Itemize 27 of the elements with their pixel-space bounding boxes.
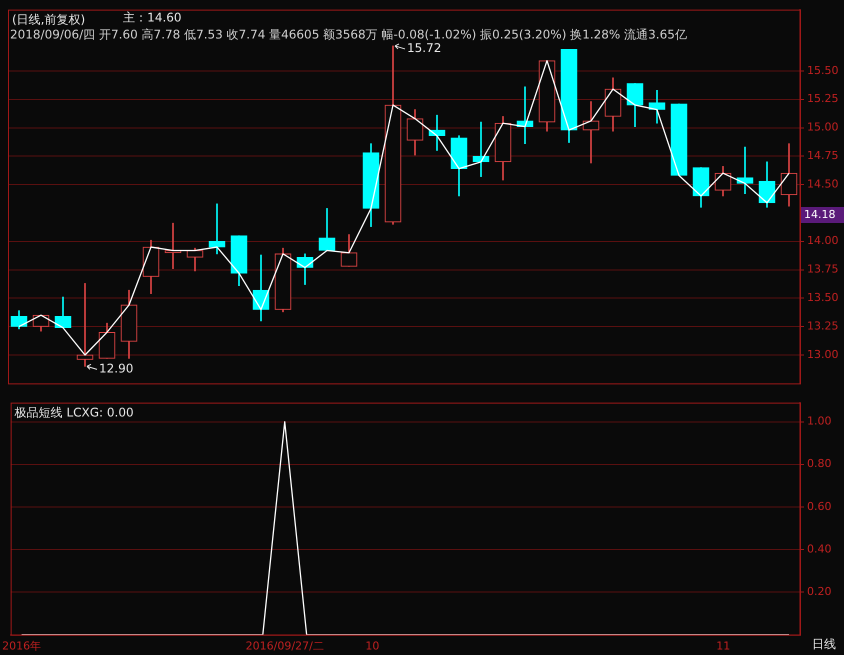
y-tick-label: 0.60 [807, 500, 832, 513]
annotation: 2018/09/06/四 开7.60 高7.78 低7.53 收7.74 量46605 额3568万 幅-0.08(-1.02%) 振0.25(3.20%) 换1.28% 流通3.65亿 [10, 28, 687, 42]
y-tick-label: 15.00 [807, 120, 838, 134]
y-tick-label: 14.75 [807, 149, 838, 162]
annotation: 主：14.60 [123, 10, 182, 25]
y-tick-label: 1.00 [807, 414, 832, 428]
chart-title: 极品短线 LCXG: 0.00 [14, 406, 134, 420]
y-tick-label: 14.50 [807, 177, 838, 190]
y-tick-label: 13.50 [807, 291, 838, 304]
text: 日线 [812, 637, 836, 652]
y-tick-label: 0.80 [807, 457, 832, 470]
x-tick-label: 2016年 [2, 639, 42, 652]
y-tick-label: 14.00 [807, 234, 838, 248]
x-tick-label: 10 [365, 639, 380, 652]
chart-title: (日线,前复权) [12, 12, 86, 27]
y-tick-label: 15.25 [807, 92, 838, 106]
text: 14.18 [804, 208, 836, 221]
y-tick-label: 0.40 [807, 542, 832, 556]
y-tick-label: 13.25 [807, 319, 838, 332]
y-tick-label: 15.50 [807, 64, 838, 77]
annotation: 12.90 [99, 361, 134, 376]
y-tick-label: 13.00 [807, 348, 838, 361]
x-tick-label: 11 [716, 639, 730, 652]
y-tick-label: 13.75 [807, 262, 838, 276]
annotation: 15.72 [407, 41, 442, 56]
y-tick-label: 0.20 [807, 585, 832, 598]
x-tick-label: 2016/09/27/二 [246, 639, 324, 652]
